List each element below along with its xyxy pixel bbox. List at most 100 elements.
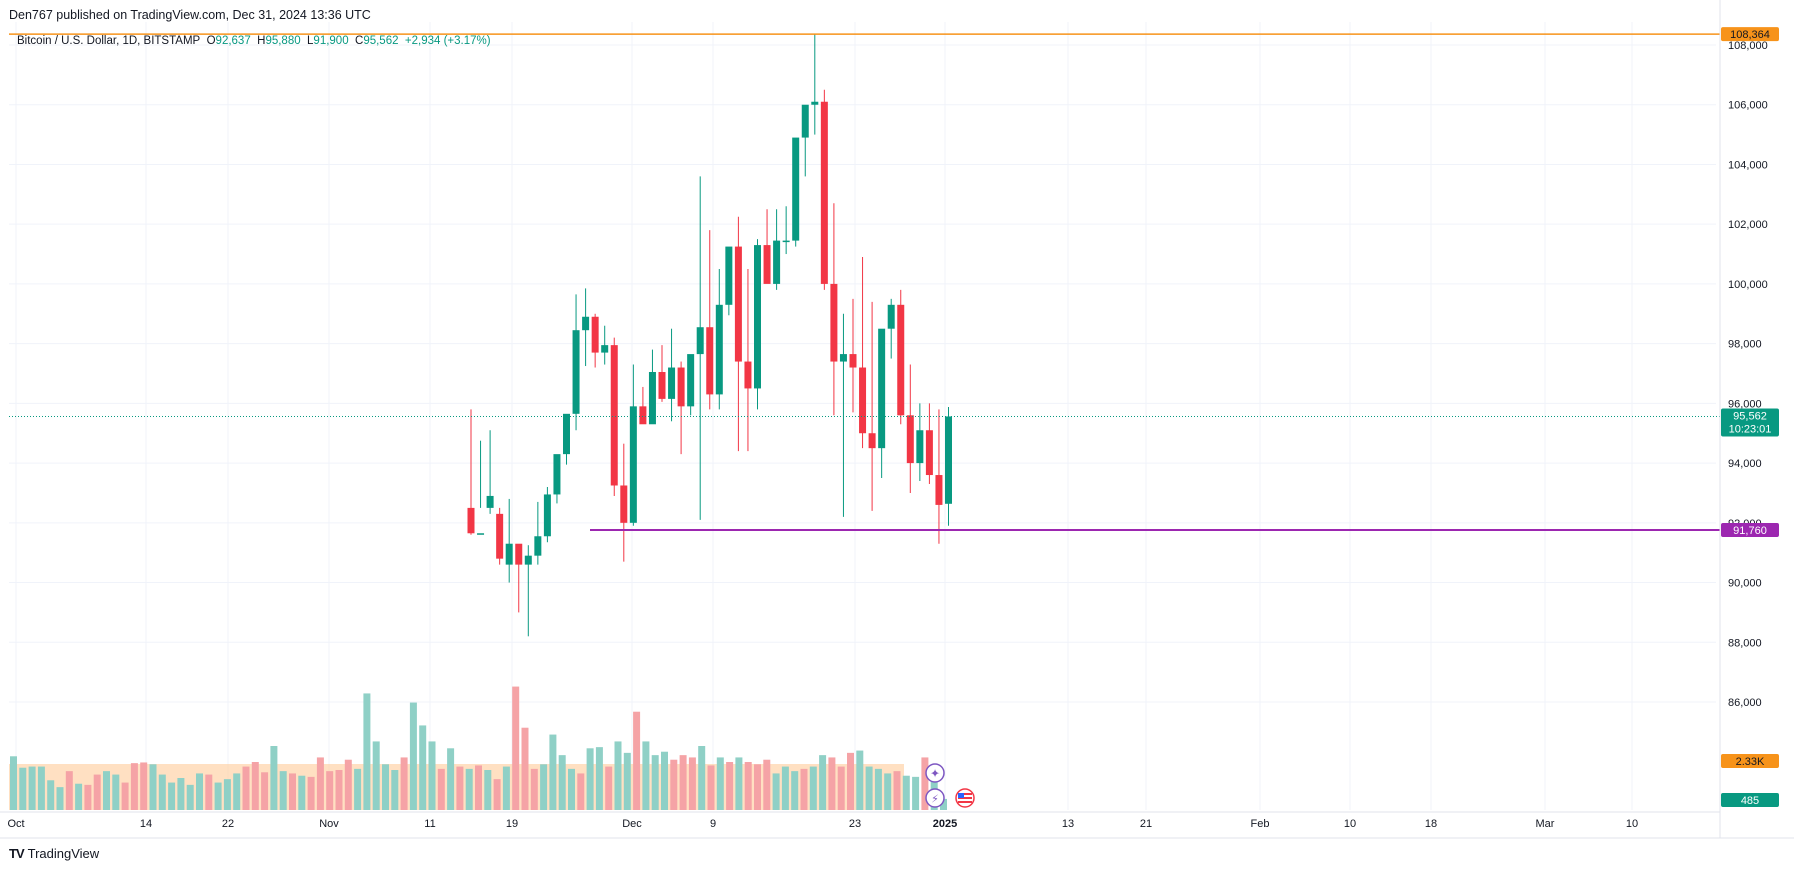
volume-bar (28, 766, 36, 810)
volume-bar (419, 725, 427, 810)
volume-bar (837, 766, 845, 810)
svg-text:✦: ✦ (930, 767, 940, 781)
volume-bar (465, 768, 473, 810)
volume-bar (10, 756, 17, 810)
open-label: O (206, 35, 216, 47)
chart-icons[interactable]: ✦ ⚡ (925, 763, 975, 808)
close-value: 95,562 (363, 35, 399, 47)
candle-body (887, 304, 895, 329)
volume-bar (140, 762, 148, 810)
low-value: 91,900 (313, 35, 349, 47)
candle-body (897, 304, 905, 416)
candle-body (668, 367, 676, 399)
volume-bar (168, 782, 176, 810)
volume-bar (251, 762, 259, 810)
volume-bar (800, 768, 808, 810)
volume-bar (186, 784, 194, 810)
high-value: 95,880 (265, 35, 301, 47)
volume-bar (289, 773, 296, 810)
volume-bar (65, 771, 73, 810)
y-tick-label: 108,000 (1728, 40, 1768, 52)
volume-bar (103, 771, 110, 810)
volume-ma-badge-bg (1721, 754, 1779, 768)
volume-bar (707, 765, 715, 810)
candles (467, 34, 952, 637)
volume-bar (791, 771, 799, 810)
volume-bar (475, 765, 482, 810)
candle-body (620, 485, 628, 523)
volume-bar (781, 766, 789, 810)
volume-bar (754, 764, 761, 810)
volume-bar (242, 766, 250, 810)
x-tick-label: 19 (506, 818, 518, 830)
candle-body (811, 101, 819, 105)
volume-bar (130, 763, 138, 810)
volume-bar (819, 755, 827, 810)
volume-bar (595, 747, 603, 810)
lightning-icon[interactable]: ⚡ (925, 788, 945, 808)
volume-bar (568, 768, 575, 810)
us-flag-icon[interactable] (955, 788, 975, 808)
volume-bar (158, 774, 166, 810)
candle-body (706, 327, 714, 395)
volume-ma-badge-text: 2.33K (1736, 756, 1765, 768)
x-tick-label: 9 (710, 818, 716, 830)
volume-bar (279, 771, 287, 810)
footer-brand[interactable]: TV TradingView (9, 846, 99, 861)
volume-bar (670, 759, 678, 810)
candle-body (734, 246, 742, 362)
last-price-badge-text: 95,562 (1733, 410, 1767, 422)
volume-bar (75, 783, 83, 810)
volume-bar (233, 773, 241, 810)
candle-body (925, 430, 933, 476)
volume-bar (56, 787, 64, 810)
volume-bar (372, 741, 380, 810)
ai-sparkle-icon[interactable]: ✦ (925, 763, 945, 783)
volume-bar (716, 757, 724, 810)
volume-bar (921, 757, 929, 810)
candle-body (467, 507, 475, 534)
volume-bar (856, 750, 864, 810)
volume-bar (735, 757, 743, 810)
x-tick-label: 13 (1062, 818, 1074, 830)
candle-body (868, 433, 876, 449)
volume-bar (428, 741, 436, 810)
candle-body (935, 475, 943, 505)
candle-body (763, 245, 771, 284)
change-value: +2,934 (+3.17%) (404, 35, 491, 47)
y-tick-label: 94,000 (1728, 458, 1762, 470)
candle-body (687, 354, 695, 407)
candle-body (524, 555, 532, 565)
volume-bar (744, 762, 752, 810)
y-tick-label: 102,000 (1728, 219, 1768, 231)
x-tick-label: Feb (1251, 818, 1270, 830)
volume-bar (149, 764, 157, 810)
volume-bar (326, 771, 334, 810)
volume-bar (577, 773, 585, 810)
price-lines (9, 33, 1720, 531)
volume-badge-text: 485 (1741, 795, 1759, 807)
volume-bar (679, 755, 687, 810)
y-tick-label: 86,000 (1728, 697, 1762, 709)
volume-bar (605, 766, 613, 810)
volume-bar (614, 741, 622, 810)
x-tick-label: 22 (222, 818, 234, 830)
tradingview-logo-icon: TV (9, 846, 25, 861)
candle-body (486, 495, 494, 508)
candle-body (715, 304, 723, 395)
grid (9, 22, 1716, 810)
volume-bar (307, 776, 315, 810)
volume-bar (437, 768, 445, 810)
volume-bar (809, 766, 817, 810)
candle-body (859, 367, 867, 434)
x-tick-label: Nov (319, 818, 339, 830)
volume-bar (940, 798, 947, 810)
volume-bar (912, 776, 920, 810)
x-tick-label: 18 (1425, 818, 1437, 830)
volume-bar (502, 766, 510, 810)
volume-bar (400, 757, 408, 810)
volume-bar (651, 755, 659, 810)
candle-body (505, 543, 513, 565)
